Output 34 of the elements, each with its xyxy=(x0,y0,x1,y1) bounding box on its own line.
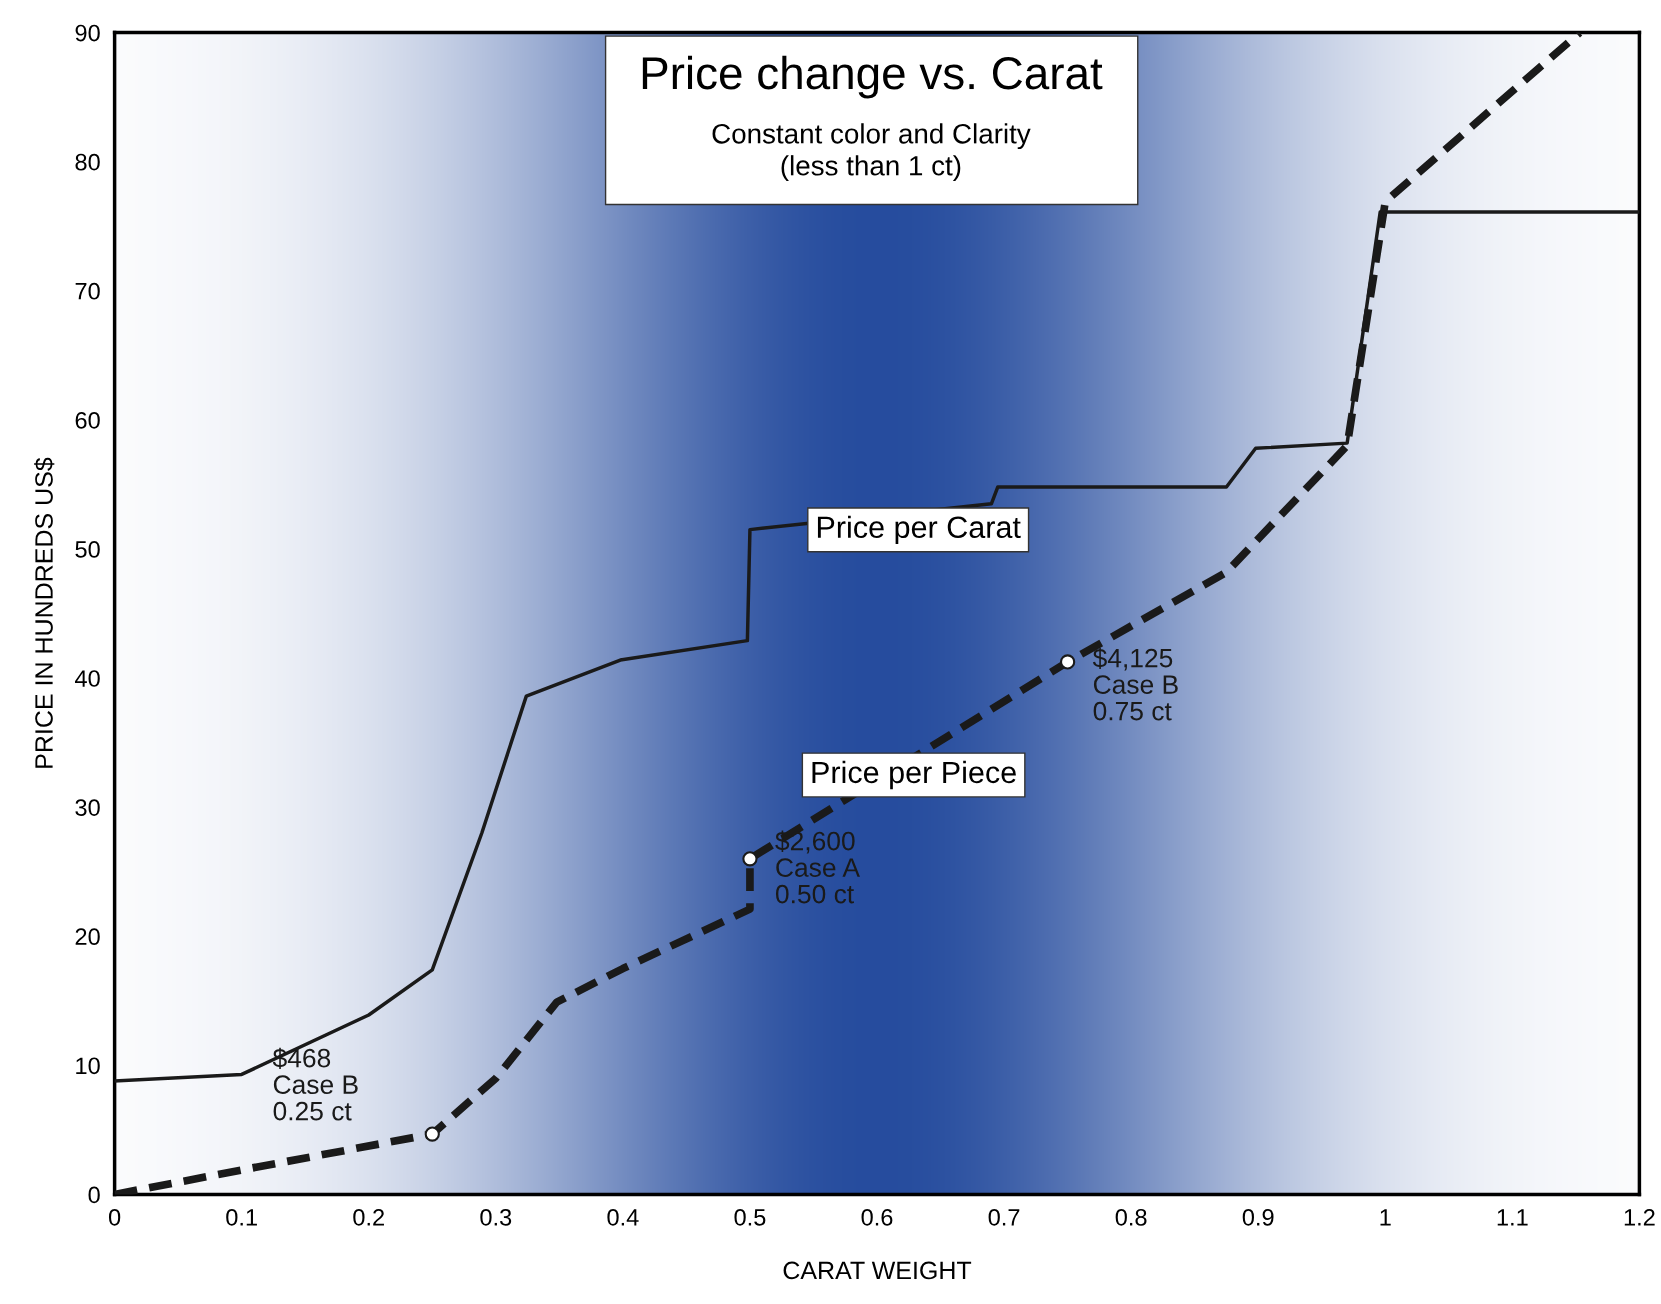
x-tick-label: 0.4 xyxy=(607,1208,639,1226)
y-tick-label: 90 xyxy=(75,24,100,42)
series-label: Price per Piece xyxy=(812,760,1016,790)
x-tick-label: 0.3 xyxy=(480,1208,512,1226)
x-tick-label: 0.1 xyxy=(226,1208,257,1226)
y-tick-label: 0 xyxy=(88,1186,100,1204)
x-tick-label: 1.1 xyxy=(1497,1209,1528,1226)
annotation: $468 Case B 0.25 ct xyxy=(272,1047,358,1121)
y-tick-label: 20 xyxy=(75,928,100,946)
y-tick-label: 50 xyxy=(75,541,100,558)
y-tick-label: 10 xyxy=(76,1057,100,1075)
x-tick-label: 0.6 xyxy=(861,1208,893,1226)
y-tick-label: 60 xyxy=(75,411,100,429)
text: Constant color and Clarity (less than 1 ct) xyxy=(712,123,1031,182)
x-tick-label: 0.7 xyxy=(988,1208,1020,1226)
annotation: $4,125 Case B 0.75 ct xyxy=(1092,647,1178,721)
x-tick-label: 0.9 xyxy=(1242,1208,1274,1226)
y-axis-title: PRICE IN HUNDREDS US$ xyxy=(34,457,55,768)
point xyxy=(742,851,758,867)
x-tick-label: 1 xyxy=(1380,1209,1391,1226)
y-tick-label: 80 xyxy=(75,153,100,171)
x-tick-label: 0.5 xyxy=(734,1208,766,1226)
y-tick-label: 40 xyxy=(75,670,100,687)
x-tick-label: 0 xyxy=(108,1208,121,1226)
point xyxy=(424,1126,440,1142)
series-label: Price per Carat xyxy=(817,515,1021,545)
y-tick-label: 30 xyxy=(75,799,100,816)
point xyxy=(1059,654,1076,670)
x-tick-label: 0.2 xyxy=(353,1208,384,1226)
x-tick-label: 1.2 xyxy=(1624,1208,1655,1226)
chart-title: Price change vs. Carat xyxy=(642,55,1103,99)
x-axis-title: CARAT WEIGHT xyxy=(783,1261,972,1280)
x-tick-label: 0.8 xyxy=(1115,1208,1147,1226)
y-tick-label: 70 xyxy=(75,282,100,300)
